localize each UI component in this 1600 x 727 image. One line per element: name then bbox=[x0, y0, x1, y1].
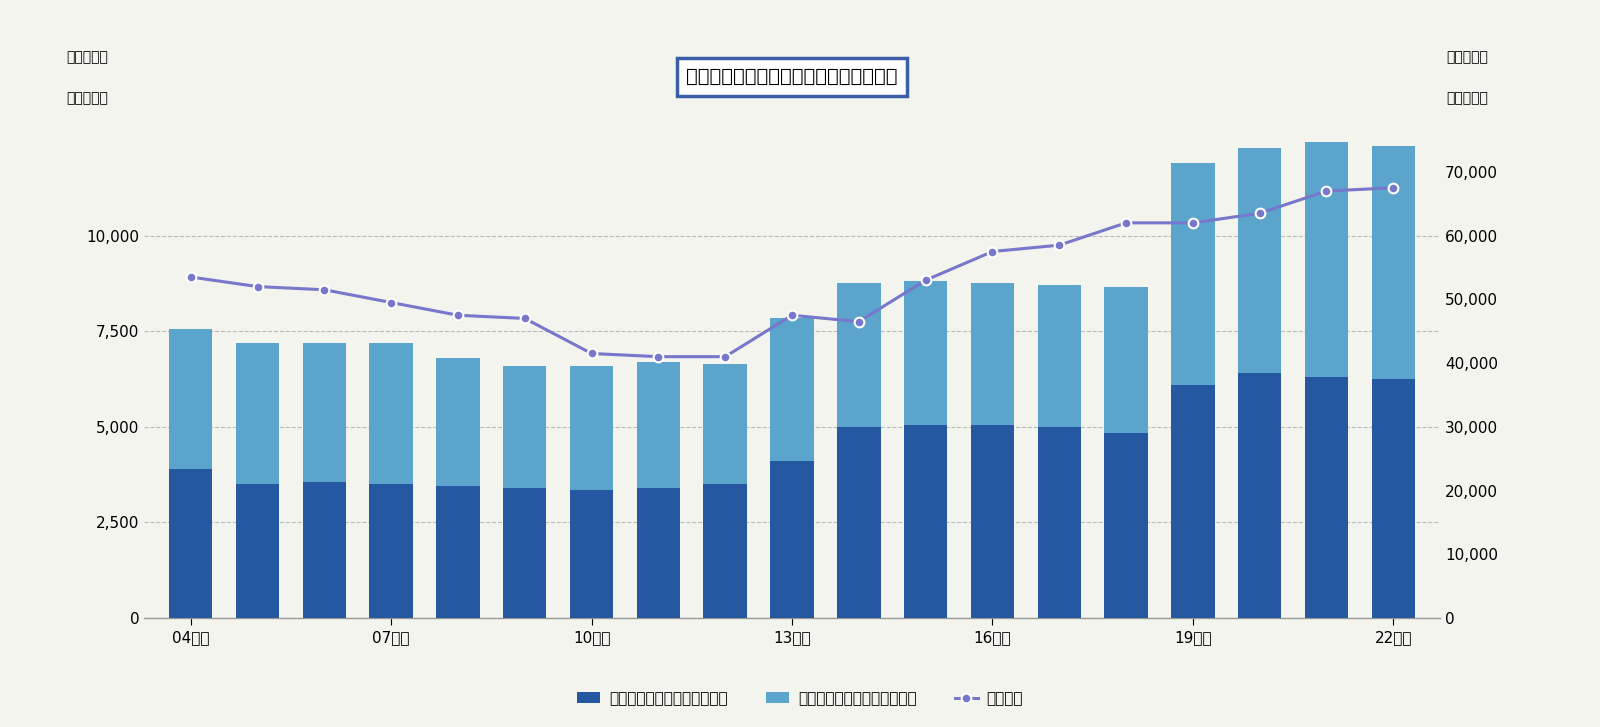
Bar bbox=[704, 364, 747, 484]
Bar bbox=[170, 329, 213, 469]
建設投賄 bbox=[782, 311, 802, 320]
Bar bbox=[770, 318, 814, 461]
建設投賄 bbox=[715, 353, 734, 361]
建設投賄 bbox=[1050, 241, 1069, 249]
建設投賄 bbox=[381, 298, 400, 307]
Bar bbox=[904, 425, 947, 618]
Text: 建設投賄額: 建設投賄額 bbox=[1446, 50, 1488, 64]
建設投賄 bbox=[1384, 183, 1403, 192]
Bar bbox=[302, 342, 346, 482]
Bar bbox=[1037, 427, 1082, 618]
Bar bbox=[1371, 145, 1414, 379]
建設投賄 bbox=[648, 353, 667, 361]
Bar bbox=[837, 284, 880, 427]
建設投賄 bbox=[1250, 209, 1269, 217]
Bar bbox=[1037, 285, 1082, 427]
建設投賄 bbox=[181, 273, 200, 281]
Title: 電気工事完成工事高と建設投賄額の推移: 電気工事完成工事高と建設投賄額の推移 bbox=[686, 68, 898, 87]
Legend: 電気工事業：元請完成工事高, 電気工事業：下請完成工事高, 建設投賄: 電気工事業：元請完成工事高, 電気工事業：下請完成工事高, 建設投賄 bbox=[571, 685, 1029, 712]
Bar bbox=[1238, 373, 1282, 618]
建設投賄 bbox=[982, 247, 1002, 256]
Bar bbox=[235, 484, 280, 618]
建設投賄 bbox=[315, 286, 334, 294]
Bar bbox=[235, 342, 280, 484]
Bar bbox=[637, 488, 680, 618]
Bar bbox=[971, 425, 1014, 618]
Bar bbox=[370, 484, 413, 618]
建設投賄 bbox=[917, 276, 936, 284]
建設投賄 bbox=[448, 311, 467, 320]
建設投賄 bbox=[582, 349, 602, 358]
Bar bbox=[1104, 433, 1147, 618]
Bar bbox=[1171, 385, 1214, 618]
Bar bbox=[170, 469, 213, 618]
Bar bbox=[1104, 287, 1147, 433]
Text: 完成工事高: 完成工事高 bbox=[66, 50, 109, 64]
建設投賄 bbox=[850, 317, 869, 326]
Bar bbox=[770, 461, 814, 618]
Bar bbox=[1238, 148, 1282, 373]
建設投賄 bbox=[248, 282, 267, 291]
Bar bbox=[502, 366, 547, 488]
建設投賄 bbox=[1317, 187, 1336, 196]
Bar bbox=[570, 490, 613, 618]
Bar bbox=[1304, 377, 1349, 618]
Bar bbox=[437, 486, 480, 618]
Bar bbox=[1171, 163, 1214, 385]
Bar bbox=[1371, 379, 1414, 618]
Bar bbox=[637, 362, 680, 488]
Bar bbox=[971, 284, 1014, 425]
建設投賄 bbox=[1117, 219, 1136, 228]
Bar bbox=[370, 342, 413, 484]
Bar bbox=[437, 358, 480, 486]
建設投賄 bbox=[515, 314, 534, 323]
Text: （十億円）: （十億円） bbox=[1446, 92, 1488, 105]
Bar bbox=[502, 488, 547, 618]
Bar bbox=[704, 484, 747, 618]
Text: （十億円）: （十億円） bbox=[66, 92, 109, 105]
Bar bbox=[570, 366, 613, 490]
Bar bbox=[1304, 142, 1349, 377]
建設投賄 bbox=[1184, 219, 1203, 228]
Line: 建設投賄: 建設投賄 bbox=[186, 183, 1398, 361]
Bar bbox=[904, 281, 947, 425]
Bar bbox=[837, 427, 880, 618]
Bar bbox=[302, 482, 346, 618]
